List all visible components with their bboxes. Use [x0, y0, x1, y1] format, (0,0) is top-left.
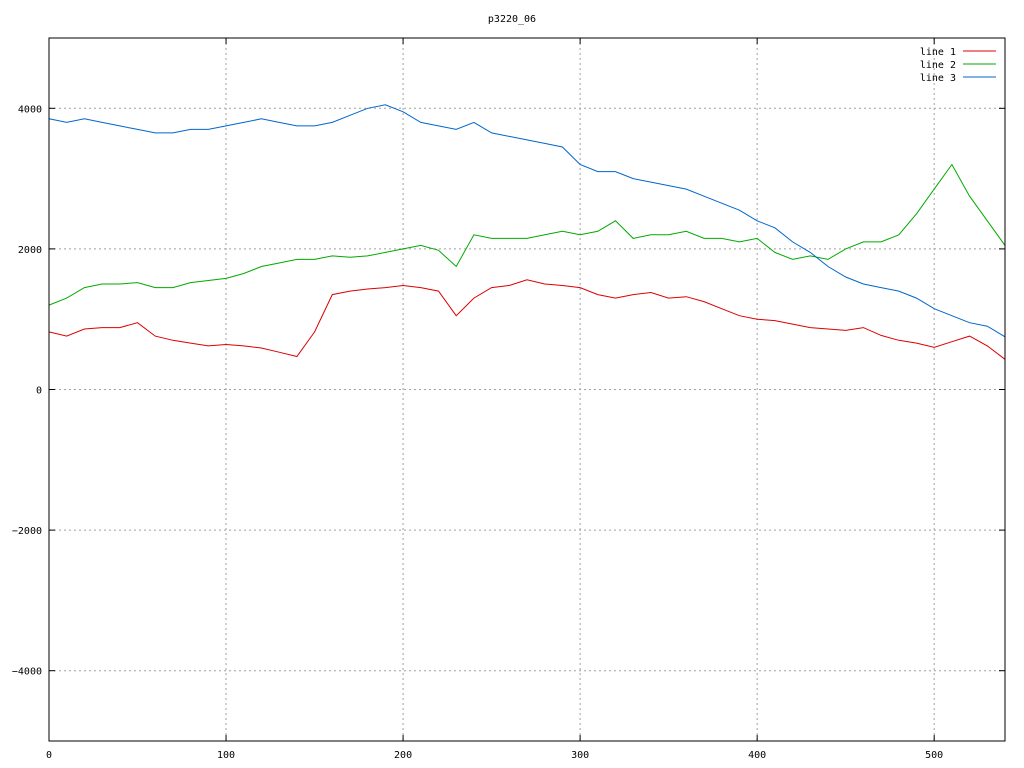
legend: line 1 line 2 line 3	[920, 47, 996, 84]
y-tick-label: 2000	[18, 245, 42, 256]
x-tick-label: 300	[571, 750, 589, 761]
plot-frame	[48, 37, 1006, 742]
grid	[49, 38, 1005, 741]
x-tick-label: 400	[748, 750, 766, 761]
x-tick-label: 0	[46, 750, 52, 761]
y-tick-label: 0	[36, 386, 42, 397]
y-tick-label: −2000	[12, 526, 42, 537]
series-line-2	[48, 163, 1006, 306]
legend-label: line 1	[920, 47, 956, 58]
series-layer	[48, 104, 1006, 360]
axes: 0 100 200 300 400 500 −4000 −2000 0 2000 4000	[12, 38, 1005, 761]
y-tick-label: −4000	[12, 667, 42, 678]
series-line-1	[48, 279, 1006, 360]
x-tick-label: 200	[394, 750, 412, 761]
chart-title: p3220_06	[488, 14, 536, 25]
y-tick-label: 4000	[18, 104, 42, 115]
x-tick-label: 100	[217, 750, 235, 761]
series-line-3	[48, 104, 1006, 338]
x-tick-label: 500	[925, 750, 943, 761]
legend-label: line 2	[920, 60, 956, 71]
legend-label: line 3	[920, 73, 956, 84]
